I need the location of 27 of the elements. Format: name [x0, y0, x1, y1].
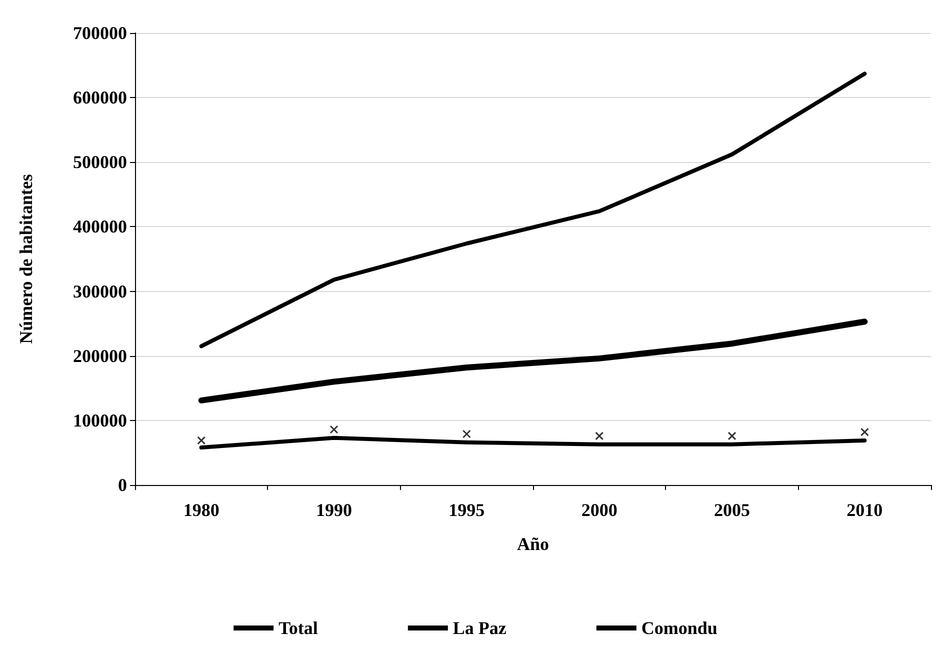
- x-tick-label: 2005: [714, 500, 750, 520]
- y-axis-title: Número de habitantes: [16, 174, 36, 344]
- point: [728, 432, 736, 440]
- y-tick-label: 400000: [73, 216, 127, 237]
- y-tick-label: 0: [118, 475, 127, 495]
- line-series: [199, 436, 867, 450]
- x-axis-title: Año: [516, 534, 550, 554]
- point: [197, 436, 206, 445]
- point: [462, 430, 471, 438]
- legend-label: Total: [278, 618, 318, 638]
- legend-label: La Paz: [452, 618, 506, 638]
- point: [330, 425, 338, 434]
- y-tick-label: 500000: [73, 152, 127, 172]
- y-tick-label: 600000: [73, 88, 127, 108]
- y-tick-label: 300000: [73, 281, 127, 302]
- y-tick-label: 100000: [73, 410, 127, 430]
- line-series: [199, 72, 867, 348]
- x-tick-label: 2010: [846, 500, 883, 520]
- y-tick-label: 700000: [73, 23, 127, 43]
- point: [595, 432, 604, 440]
- y-tick-label: 200000: [73, 346, 127, 366]
- legend-label: Comondu: [641, 618, 718, 638]
- x-tick-label: 1995: [448, 500, 485, 520]
- x-tick-label: 1990: [316, 500, 352, 520]
- x-tick-label: 1980: [183, 500, 220, 520]
- point: [860, 428, 869, 436]
- x-tick-label: 2000: [581, 500, 618, 520]
